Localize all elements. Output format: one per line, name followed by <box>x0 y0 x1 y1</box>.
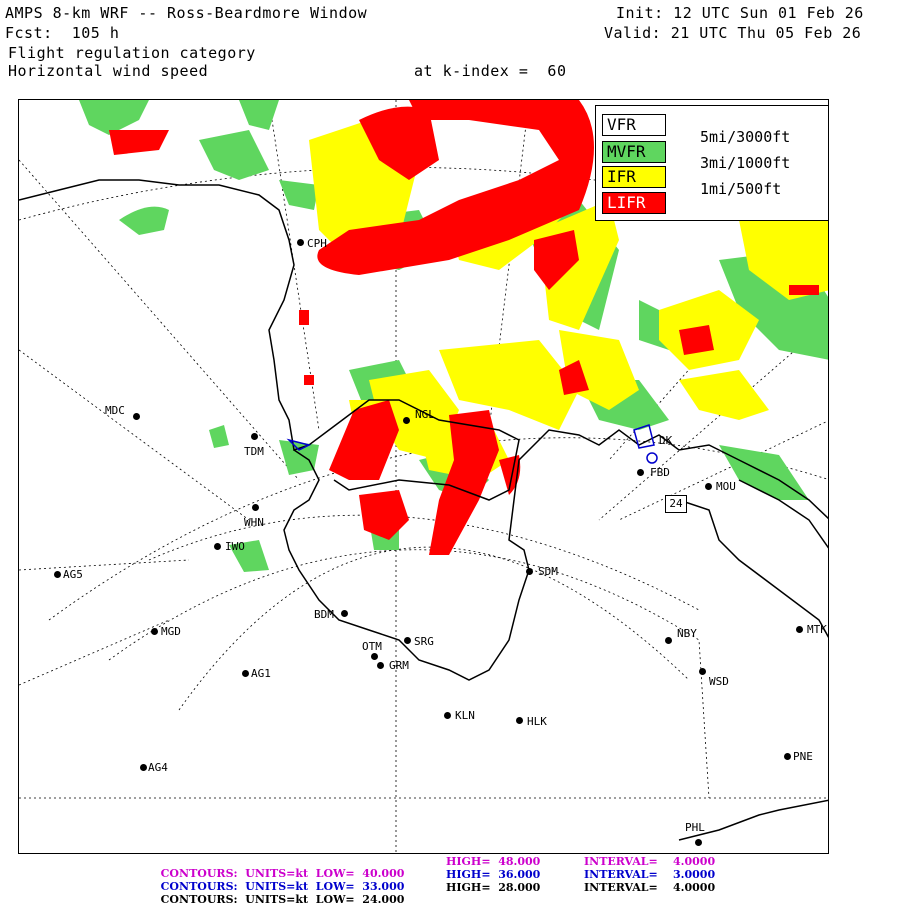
station-marker <box>341 610 348 617</box>
legend: VFR MVFR IFR LIFR 5mi/3000ft 3mi/1000ft … <box>595 105 828 221</box>
contour-line-3: CONTOURS: UNITS=kt LOW= 24.000 <box>153 882 405 906</box>
contour-interval-3: INTERVAL= 4.0000 <box>584 881 716 894</box>
legend-vfr-swatch: VFR <box>602 114 666 136</box>
legend-mvfr-swatch: MVFR <box>602 141 666 163</box>
station-marker <box>54 571 61 578</box>
station-marker <box>665 637 672 644</box>
station-marker <box>242 670 249 677</box>
station-marker <box>403 417 410 424</box>
legend-lifr-swatch: LIFR <box>602 192 666 214</box>
contour-line-1: CONTOURS: UNITS=kt LOW= 40.000 <box>153 856 405 880</box>
legend-ifr-desc: 1mi/500ft <box>700 180 782 198</box>
station-label-tdm: TDM <box>244 445 264 458</box>
station-marker <box>516 717 523 724</box>
station-marker <box>377 662 384 669</box>
contour-high-3: HIGH= 28.000 <box>446 881 541 894</box>
contour-interval-1: INTERVAL= 4.0000 <box>584 855 716 868</box>
station-marker <box>404 637 411 644</box>
station-marker <box>796 626 803 633</box>
station-label-nby: NBY <box>677 627 697 640</box>
contour-high-2: HIGH= 36.000 <box>446 868 541 881</box>
station-label-phl: PHL <box>685 821 705 834</box>
station-marker <box>526 568 533 575</box>
station-label-wsd: WSD <box>709 675 729 688</box>
station-label-mou: MOU <box>716 480 736 493</box>
station-label-sdm: SDM <box>538 565 558 578</box>
station-label-fbd: FBD <box>650 466 670 479</box>
station-label-bdm: BDM <box>314 608 334 621</box>
station-label-pne: PNE <box>793 750 813 763</box>
field-label-2: Horizontal wind speed <box>8 62 209 80</box>
station-marker <box>371 653 378 660</box>
station-label-mgd: MGD <box>161 625 181 638</box>
station-label-hlk: HLK <box>527 715 547 728</box>
contour-low-1: LOW= 40.000 <box>315 867 405 880</box>
station-label-cph: CPH <box>307 237 327 250</box>
legend-vfr-desc: 5mi/3000ft <box>700 128 791 146</box>
station-marker <box>705 483 712 490</box>
station-label-mdc: MDC <box>105 404 125 417</box>
wind-contours <box>286 424 658 464</box>
station-label-srg: SRG <box>414 635 434 648</box>
station-marker <box>695 839 702 846</box>
station-label-iwo: IWO <box>225 540 245 553</box>
map-canvas <box>19 100 828 853</box>
station-label-dk: DK <box>659 434 673 447</box>
map-panel: VFR MVFR IFR LIFR 5mi/3000ft 3mi/1000ft … <box>18 99 829 854</box>
station-marker <box>699 668 706 675</box>
contour-interval-2: INTERVAL= 3.0000 <box>584 868 716 881</box>
station-label-ag5: AG5 <box>63 568 83 581</box>
station-label-whn: WHN <box>244 516 264 529</box>
forecast-hour: Fcst: 105 h <box>5 24 120 42</box>
station-marker <box>252 504 259 511</box>
contour-high-1: HIGH= 48.000 <box>446 855 541 868</box>
route-number-box: 24 <box>665 495 687 513</box>
station-label-ag1: AG1 <box>251 667 271 680</box>
map-title: AMPS 8-km WRF -- Ross-Beardmore Window <box>5 4 368 22</box>
station-marker <box>444 712 451 719</box>
station-marker <box>133 413 140 420</box>
station-label-kln: KLN <box>455 709 475 722</box>
contour-units-1: CONTOURS: UNITS=kt <box>160 867 309 880</box>
station-label-ag4: AG4 <box>148 761 168 774</box>
init-time: Init: 12 UTC Sun 01 Feb 26 <box>616 4 864 22</box>
ifr-areas <box>309 110 828 480</box>
station-marker <box>214 543 221 550</box>
contour-low-2: LOW= 33.000 <box>315 880 405 893</box>
legend-ifr-swatch: IFR <box>602 166 666 188</box>
station-label-otm: OTM <box>362 640 382 653</box>
coastline <box>19 179 828 841</box>
station-label-grm: GRM <box>389 659 409 672</box>
station-label-ngl: NGL <box>415 408 435 421</box>
contour-units-2: CONTOURS: UNITS=kt <box>160 880 309 893</box>
station-marker <box>151 628 158 635</box>
lifr-areas <box>109 100 819 555</box>
station-marker <box>140 764 147 771</box>
station-marker <box>784 753 791 760</box>
station-marker <box>297 239 304 246</box>
valid-time: Valid: 21 UTC Thu 05 Feb 26 <box>604 24 862 42</box>
field-label-1: Flight regulation category <box>8 44 256 62</box>
station-label-mtk: MTK <box>807 623 827 636</box>
level-label: at k-index = 60 <box>414 62 567 80</box>
station-marker <box>637 469 644 476</box>
contour-line-2: CONTOURS: UNITS=kt LOW= 33.000 <box>153 869 405 893</box>
station-marker <box>251 433 258 440</box>
legend-mvfr-desc: 3mi/1000ft <box>700 154 791 172</box>
